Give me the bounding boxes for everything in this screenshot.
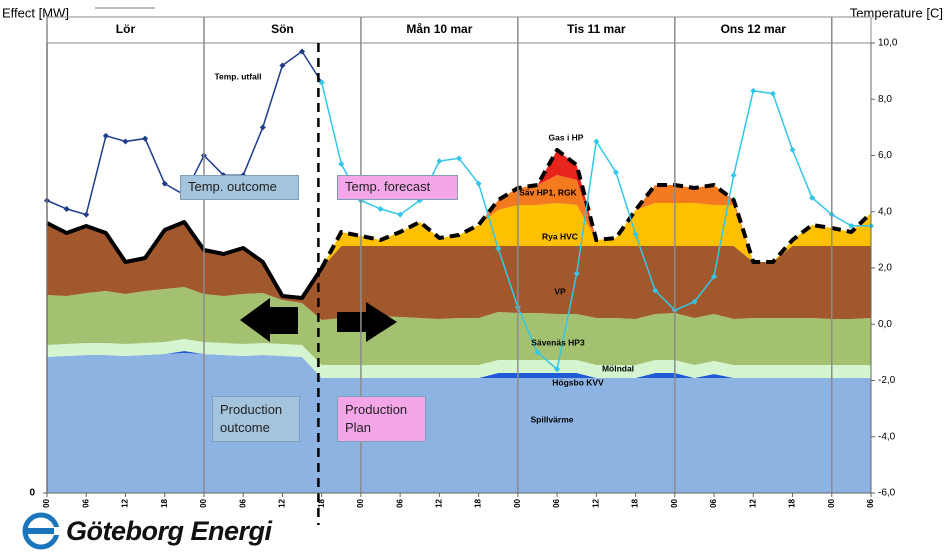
y-axis-label: Effect [MW] <box>2 5 69 20</box>
temp-marker <box>456 155 462 162</box>
temp-marker <box>730 172 737 179</box>
series-label: Sävenäs HP3 <box>531 337 585 347</box>
annotation-box: Temp. outcome <box>180 175 299 200</box>
temp-marker <box>279 62 286 69</box>
temp-marker <box>259 124 266 131</box>
x-tick-label: 06 <box>709 498 718 507</box>
temp-marker <box>122 138 129 145</box>
x-tick-label: 06 <box>552 498 561 507</box>
annotation-box: Production Plan <box>337 396 426 442</box>
x-tick-label: 18 <box>788 498 797 507</box>
x-tick-label: 06 <box>866 498 875 507</box>
series-label: Mölndal <box>602 363 634 373</box>
annotation-box: Temp. forecast <box>337 175 458 200</box>
temp-marker <box>593 138 600 145</box>
arrow-right <box>337 302 397 342</box>
annotation-box: Production outcome <box>212 396 300 442</box>
x-tick-label: 12 <box>278 498 287 507</box>
temp-marker <box>161 180 168 187</box>
x-tick-label: 00 <box>356 498 365 507</box>
x-tick-label: 12 <box>434 498 443 507</box>
series-label: Rya HVC <box>542 231 578 241</box>
temp-marker <box>769 90 776 97</box>
temp-marker <box>554 366 561 373</box>
x-tick-label: 06 <box>81 498 90 507</box>
logo-icon <box>22 512 62 550</box>
temp-marker <box>338 160 345 167</box>
area <box>47 203 871 298</box>
series-label: Högsbo KVV <box>552 377 604 387</box>
x-tick-label: 12 <box>591 498 600 507</box>
temp-marker <box>495 245 502 252</box>
series-label: Gas i HP <box>549 132 584 142</box>
temp-marker <box>318 79 325 86</box>
temp-marker <box>573 270 580 277</box>
temp-marker <box>63 205 70 212</box>
x-tick-label: 06 <box>238 498 247 507</box>
x-tick-label: 00 <box>670 498 679 507</box>
x-tick-label: 12 <box>121 498 130 507</box>
temp-marker <box>612 169 619 176</box>
logo-text: Göteborg Energi <box>66 515 272 546</box>
area <box>47 287 871 365</box>
y2-tick-label: -6,0 <box>878 488 896 499</box>
x-tick-label: 12 <box>748 498 757 507</box>
series-label: Temp. utfall <box>214 71 261 81</box>
day-label: Tis 11 mar <box>567 22 626 36</box>
y2-tick-label: 2,0 <box>878 263 892 274</box>
series-label: Spillvärme <box>531 414 574 424</box>
temp-marker <box>436 158 443 165</box>
x-tick-label: 00 <box>42 498 51 507</box>
areas <box>47 43 871 493</box>
temp-marker <box>691 298 698 305</box>
y2-axis-label: Temperature [C] <box>850 5 943 20</box>
y2-tick-label: 6,0 <box>878 150 892 161</box>
temp-marker <box>142 135 149 142</box>
x-tick-label: 18 <box>160 498 169 507</box>
temp-marker <box>475 180 482 187</box>
day-label: Mån 10 mar <box>406 22 472 36</box>
temp-marker <box>809 194 816 201</box>
series-label: Säv HP1, RGK <box>519 187 577 197</box>
y-tick-label: 0 <box>29 488 35 499</box>
x-tick-label: 18 <box>317 498 326 507</box>
day-label: Sön <box>271 22 294 36</box>
temp-marker <box>534 349 541 356</box>
x-tick-label: 18 <box>631 498 640 507</box>
area <box>47 339 871 378</box>
total-outline <box>319 148 873 269</box>
area <box>47 353 871 493</box>
day-label: Ons 12 mar <box>721 22 787 36</box>
temp-marker <box>789 146 796 153</box>
x-tick-label: 00 <box>513 498 522 507</box>
logo: Göteborg Energi <box>22 512 272 550</box>
arrow-left <box>240 298 298 342</box>
temp-marker <box>632 231 639 238</box>
y2-tick-label: -4,0 <box>878 431 896 442</box>
x-tick-label: 18 <box>474 498 483 507</box>
temp-marker <box>83 211 90 218</box>
y2-tick-label: 0,0 <box>878 319 892 330</box>
y2-tick-label: 8,0 <box>878 94 892 105</box>
x-tick-label: 06 <box>395 498 404 507</box>
y2-tick-label: -2,0 <box>878 375 896 386</box>
temp-marker <box>377 205 384 212</box>
temp-marker <box>750 87 757 94</box>
temp-marker <box>299 48 306 55</box>
temp-marker <box>848 222 855 229</box>
y2-tick-label: 4,0 <box>878 206 892 217</box>
temp-marker <box>652 287 659 294</box>
day-label: Lör <box>116 22 136 36</box>
area <box>47 222 871 320</box>
temp-marker <box>711 273 718 280</box>
y2-tick-label: 10,0 <box>878 38 898 49</box>
temp-marker <box>397 211 404 218</box>
series-label: VP <box>554 286 566 296</box>
x-tick-label: 00 <box>199 498 208 507</box>
total-outline <box>46 220 324 300</box>
temp-marker <box>102 132 109 139</box>
x-tick-label: 00 <box>827 498 836 507</box>
